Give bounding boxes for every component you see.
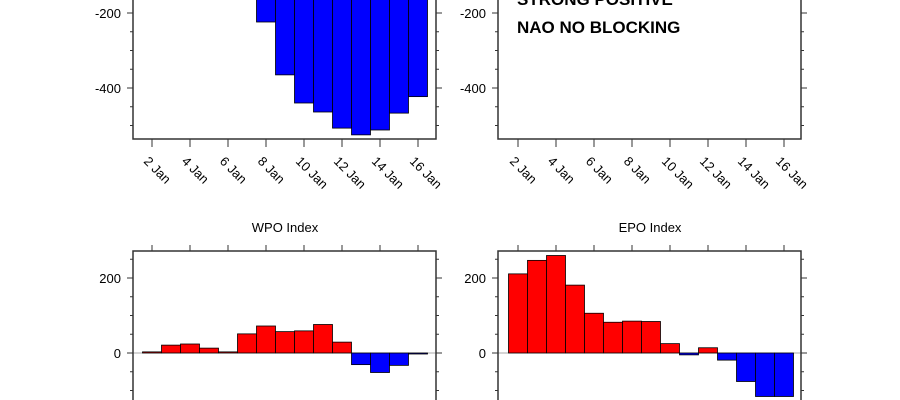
bar-14-jan [736,352,756,382]
plot-frame [132,0,437,140]
annotation-text: STRONG POSITIVE [517,0,673,9]
bar-13-jan [351,352,371,366]
y-tick-label: -400 [95,81,121,96]
bar-10-jan [660,343,680,354]
plot-frame [497,250,802,400]
bar-6-jan [218,351,238,354]
y-tick-label: 0 [479,346,486,361]
bar-7-jan [603,321,623,354]
y-tick-label: -200 [460,6,486,21]
bar-8-jan [256,0,276,23]
x-tick-label: 14 Jan [369,154,407,192]
x-tick-label: 10 Jan [659,154,697,192]
bar-16-jan [774,352,794,397]
y-tick-label: 200 [99,271,121,286]
bar-16-jan [408,352,428,355]
x-tick-label: 2 Jan [141,154,174,187]
bar-4-jan [546,255,566,354]
bar-6-jan [584,312,604,354]
bar-8-jan [622,320,642,354]
x-tick-label: 6 Jan [583,154,616,187]
bar-13-jan [351,0,371,136]
bar-14-jan [370,0,390,131]
bar-9-jan [641,321,661,354]
bar-15-jan [755,352,775,397]
y-tick-label: -200 [95,6,121,21]
bar-16-jan [408,0,428,98]
bar-5-jan [199,347,219,354]
bar-12-jan [332,341,352,354]
panel-title: WPO Index [252,220,319,235]
bar-15-jan [389,0,409,114]
y-tick-label: -400 [460,81,486,96]
bar-9-jan [275,0,295,76]
bar-14-jan [370,352,390,373]
bar-7-jan [237,333,257,354]
x-tick-label: 16 Jan [407,154,445,192]
x-tick-label: 16 Jan [773,154,811,192]
bar-12-jan [332,0,352,129]
bar-10-jan [294,0,314,104]
x-tick-label: 6 Jan [217,154,250,187]
x-tick-label: 12 Jan [697,154,735,192]
x-tick-label: 4 Jan [179,154,212,187]
x-tick-label: 14 Jan [735,154,773,192]
x-tick-label: 4 Jan [545,154,578,187]
bar-15-jan [389,352,409,366]
bar-8-jan [256,325,276,354]
annotation-text: NAO NO BLOCKING [517,18,680,37]
plot-frame [132,250,437,400]
bar-11-jan [679,352,699,356]
bar-13-jan [717,352,737,361]
bar-4-jan [180,343,200,354]
bar-3-jan [527,259,547,354]
x-tick-label: 8 Jan [621,154,654,187]
bar-10-jan [294,330,314,354]
bar-11-jan [313,324,333,354]
bar-12-jan [698,347,718,354]
x-tick-label: 2 Jan [507,154,540,187]
bar-2-jan [142,351,162,354]
bar-9-jan [275,331,295,354]
bar-3-jan [161,344,181,354]
bar-11-jan [313,0,333,113]
plot-frame [497,0,802,140]
panel-title: EPO Index [619,220,682,235]
x-tick-label: 12 Jan [331,154,369,192]
x-tick-label: 10 Jan [293,154,331,192]
y-tick-label: 0 [114,346,121,361]
bar-2-jan [508,273,528,354]
y-tick-label: 200 [464,271,486,286]
bar-5-jan [565,284,585,354]
x-tick-label: 8 Jan [255,154,288,187]
